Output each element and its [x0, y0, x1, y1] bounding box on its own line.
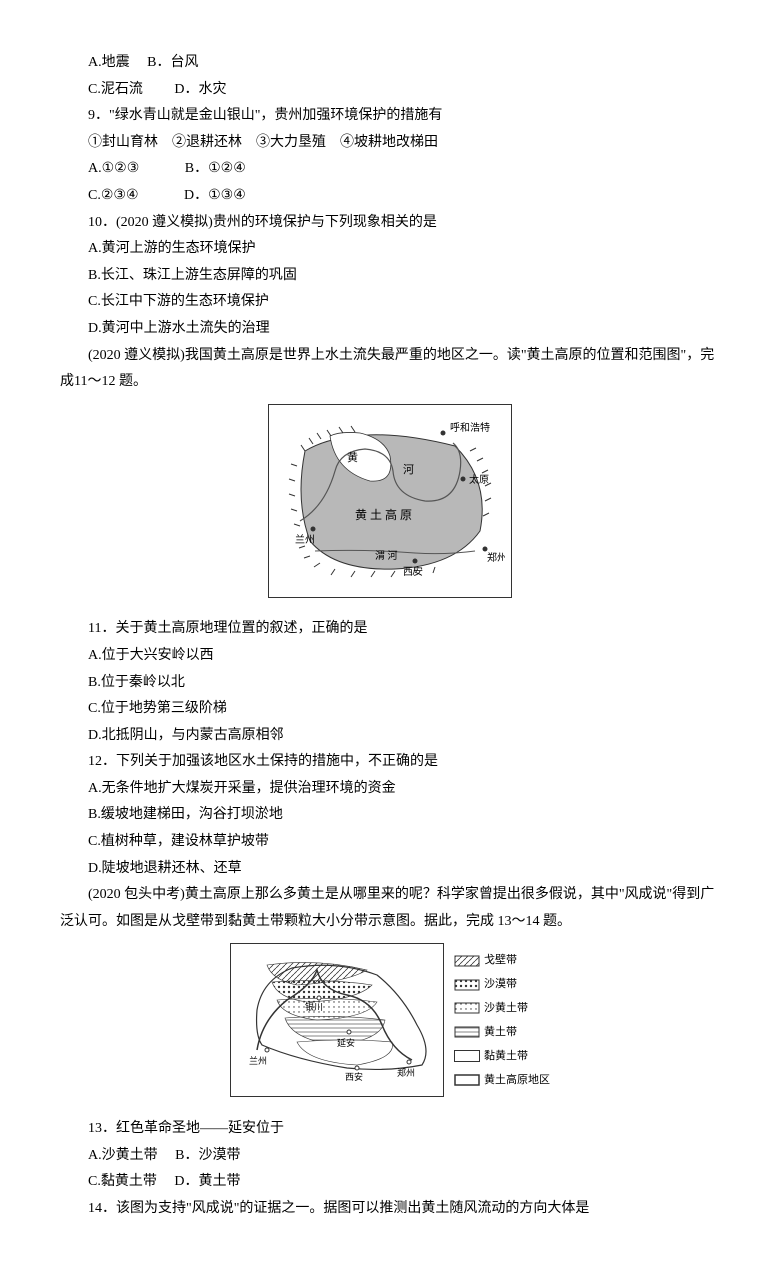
label-huanghe2: 河 [403, 463, 414, 476]
legend-desert-label: 沙漠带 [484, 974, 517, 995]
q11-opt-a: A.位于大兴安岭以西 [60, 643, 720, 670]
q10-opt-a: A.黄河上游的生态环境保护 [60, 236, 720, 263]
q10-stem: 10．(2020 遵义模拟)贵州的环境保护与下列现象相关的是 [60, 210, 720, 237]
legend-clayloess-swatch [454, 1050, 480, 1062]
q9-options-ab: A.①②③ B．①②④ [60, 156, 720, 183]
q12-opt-c: C.植树种草，建设林草护坡带 [60, 829, 720, 856]
legend-loess-label: 黄土带 [484, 1022, 517, 1043]
label2-lanzhou: 兰州 [249, 1055, 267, 1066]
map2-legend: 戈壁带 沙漠带 沙黄土带 黄土带 黏黄土带 黄土高原地区 [454, 950, 550, 1090]
loess-bands-map: 银川 兰州 延安 西安 郑州 [237, 950, 437, 1090]
q9-opt-c: C.②③④ [88, 188, 139, 203]
q13-stem: 13．红色革命圣地——延安位于 [60, 1116, 720, 1143]
q8-options-ab: A.地震 B．台风 [60, 50, 720, 77]
q12-opt-b: B.缓坡地建梯田，沟谷打坝淤地 [60, 802, 720, 829]
q12-opt-a: A.无条件地扩大煤炭开采量，提供治理环境的资金 [60, 776, 720, 803]
q8-opt-a: A.地震 [88, 55, 130, 70]
q8-opt-d: D．水灾 [174, 82, 226, 97]
q9-items: ①封山育林 ②退耕还林 ③大力垦殖 ④坡耕地改梯田 [60, 130, 720, 157]
q8-opt-c: C.泥石流 [88, 82, 143, 97]
q10-opt-d: D.黄河中上游水土流失的治理 [60, 316, 720, 343]
q13-opt-a: A.沙黄土带 [88, 1148, 158, 1163]
q9-opt-a: A.①②③ [88, 161, 139, 176]
legend-sandloess-label: 沙黄土带 [484, 998, 528, 1019]
label-huanghe1: 黄 [347, 450, 358, 464]
q8-opt-b: B．台风 [147, 55, 198, 70]
map2-frame: 银川 兰州 延安 西安 郑州 [230, 943, 444, 1097]
legend-gobi-label: 戈壁带 [484, 950, 517, 971]
loess-plateau-map: 呼和浩特 太原 兰州 西安 郑州 黄 河 黄 土 高 原 渭 河 [275, 411, 505, 591]
legend-sandloess: 沙黄土带 [454, 998, 550, 1019]
label-taiyuan: 太原 [469, 473, 489, 486]
q11-opt-c: C.位于地势第三级阶梯 [60, 696, 720, 723]
legend-desert: 沙漠带 [454, 974, 550, 995]
q10-opt-c: C.长江中下游的生态环境保护 [60, 289, 720, 316]
q10-opt-b: B.长江、珠江上游生态屏障的巩固 [60, 263, 720, 290]
legend-loess: 黄土带 [454, 1022, 550, 1043]
legend-plateau-label: 黄土高原地区 [484, 1070, 550, 1091]
label2-xian: 西安 [345, 1071, 363, 1082]
legend-plateau: 黄土高原地区 [454, 1070, 550, 1091]
label-hohhot: 呼和浩特 [450, 422, 490, 434]
q12-stem: 12．下列关于加强该地区水土保持的措施中，不正确的是 [60, 749, 720, 776]
q9-options-cd: C.②③④ D．①③④ [60, 183, 720, 210]
label2-yanan: 延安 [337, 1037, 355, 1048]
q9-opt-b: B．①②④ [185, 161, 246, 176]
q14-stem: 14．该图为支持"风成说"的证据之一。据图可以推测出黄土随风流动的方向大体是 [60, 1196, 720, 1223]
q11-stem: 11．关于黄土高原地理位置的叙述，正确的是 [60, 616, 720, 643]
label2-zhengzhou: 郑州 [397, 1067, 415, 1078]
q12-opt-d: D.陡坡地退耕还林、还草 [60, 856, 720, 883]
legend-clayloess: 黏黄土带 [454, 1046, 550, 1067]
legend-clayloess-label: 黏黄土带 [484, 1046, 528, 1067]
q13-options-ab: A.沙黄土带 B．沙漠带 [60, 1143, 720, 1170]
passage1-text: (2020 遵义模拟)我国黄土高原是世界上水土流失最严重的地区之一。读"黄土高原… [60, 348, 714, 390]
map1-frame: 呼和浩特 太原 兰州 西安 郑州 黄 河 黄 土 高 原 渭 河 [268, 404, 512, 598]
q9-stem: 9．"绿水青山就是金山银山"，贵州加强环境保护的措施有 [60, 103, 720, 130]
label2-yinchuan: 银川 [305, 1001, 323, 1012]
q11-opt-b: B.位于秦岭以北 [60, 670, 720, 697]
q9-opt-d: D．①③④ [184, 188, 246, 203]
label-lanzhou: 兰州 [295, 533, 315, 546]
passage2-text: (2020 包头中考)黄土高原上那么多黄土是从哪里来的呢？科学家曾提出很多假说，… [60, 887, 714, 929]
q13-opt-b: B．沙漠带 [175, 1148, 240, 1163]
q8-options-cd: C.泥石流 D．水灾 [60, 77, 720, 104]
q11-opt-d: D.北抵阴山，与内蒙古高原相邻 [60, 723, 720, 750]
label-xian: 西安 [403, 565, 423, 578]
passage1: (2020 遵义模拟)我国黄土高原是世界上水土流失最严重的地区之一。读"黄土高原… [60, 343, 720, 396]
label-zhengzhou: 郑州 [487, 551, 505, 564]
q13-opt-d: D．黄土带 [174, 1174, 240, 1189]
map2-container: 银川 兰州 延安 西安 郑州 戈壁带 沙漠带 沙黄土带 黄土带 [60, 943, 720, 1108]
label-huangtu: 黄 土 高 原 [355, 507, 412, 522]
q13-options-cd: C.黏黄土带 D．黄土带 [60, 1169, 720, 1196]
legend-gobi: 戈壁带 [454, 950, 550, 971]
map1-container: 呼和浩特 太原 兰州 西安 郑州 黄 河 黄 土 高 原 渭 河 [60, 404, 720, 609]
label-weihe: 渭 河 [375, 550, 398, 562]
q13-opt-c: C.黏黄土带 [88, 1174, 157, 1189]
passage2: (2020 包头中考)黄土高原上那么多黄土是从哪里来的呢？科学家曾提出很多假说，… [60, 882, 720, 935]
